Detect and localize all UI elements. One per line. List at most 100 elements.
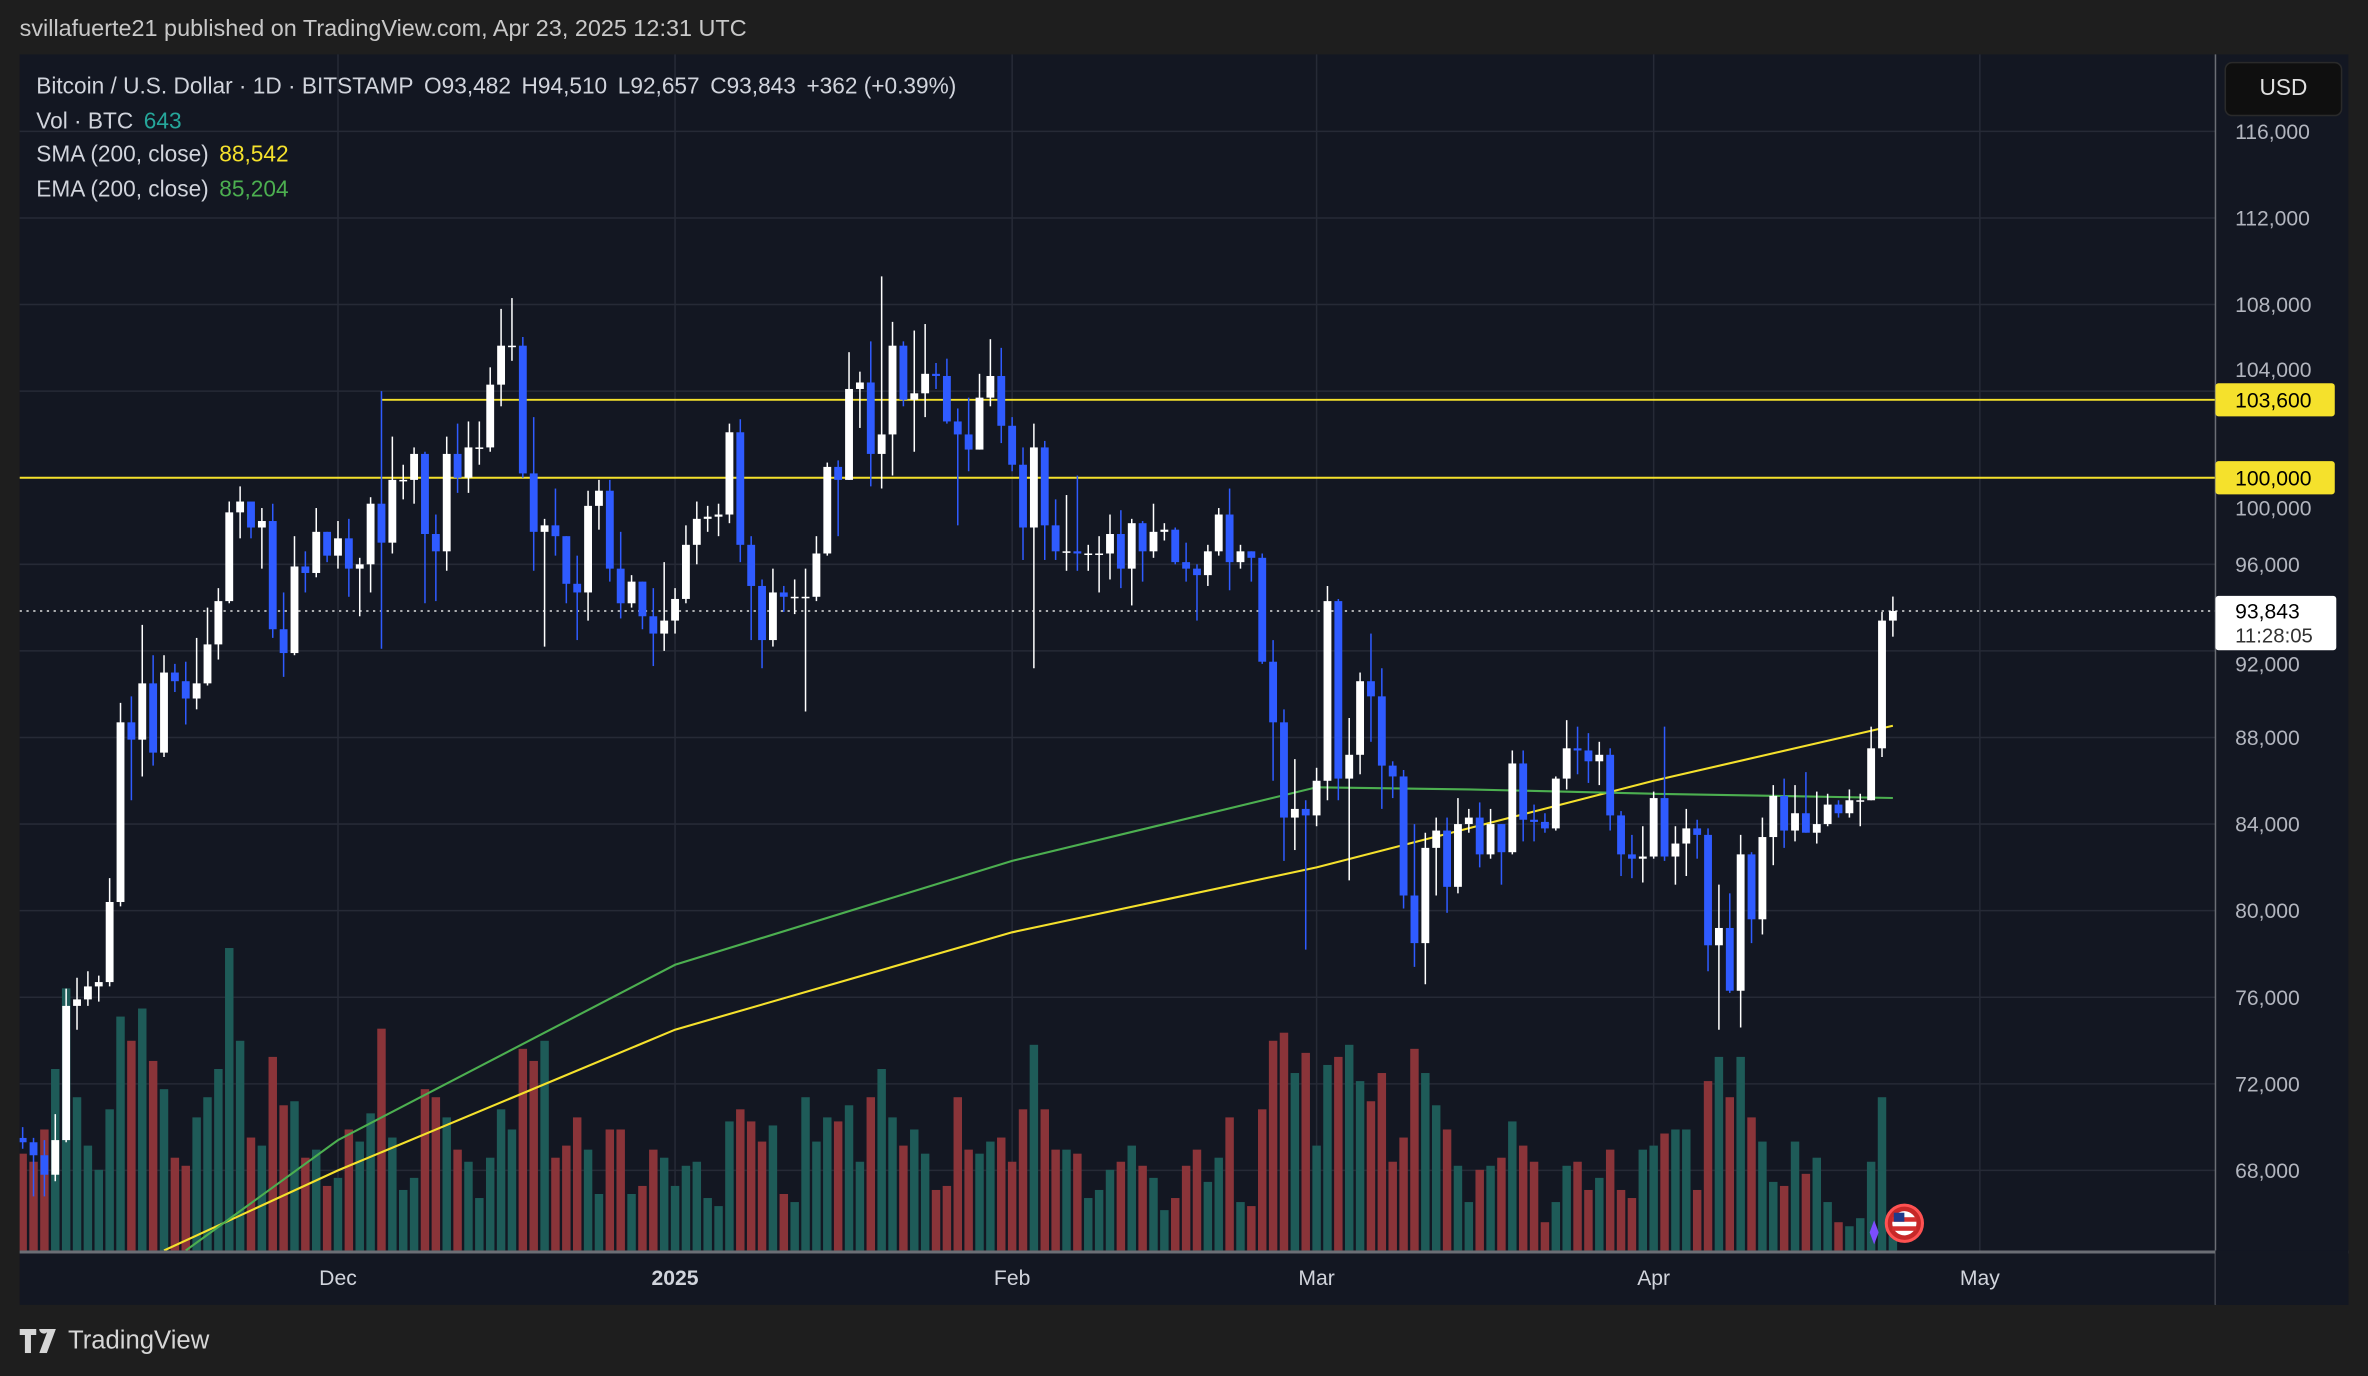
volume-bar (94, 1169, 103, 1251)
candle-body (1606, 754, 1615, 816)
candle-body (801, 596, 810, 599)
volume-label[interactable]: Vol · BTC (36, 107, 134, 134)
candle-body (421, 453, 429, 535)
volume-bar (1040, 1109, 1049, 1251)
volume-bar (409, 1177, 419, 1251)
candle-body (149, 683, 158, 753)
candle-body (1160, 529, 1169, 532)
candle-body (584, 505, 592, 593)
candle-body (1443, 830, 1452, 887)
candle-body (1301, 808, 1310, 816)
volume-bar (105, 1109, 114, 1251)
volume-bar (464, 1161, 473, 1251)
candle-body (73, 999, 81, 1006)
volume-bar (235, 1040, 245, 1251)
level-price-badge (2215, 383, 2335, 417)
volume-bar (1388, 1161, 1397, 1251)
candle-body (932, 373, 940, 376)
published-caption: svillafuerte21 published on TradingView.… (19, 16, 747, 43)
candle-body (1508, 763, 1517, 853)
candle-body (1758, 837, 1767, 920)
price-axis[interactable]: 68,000 72,000 76,000 80,000 84,000 88,000 92,0… (2215, 121, 2337, 1183)
volume-bar (1627, 1198, 1637, 1251)
volume-bar (670, 1185, 680, 1251)
currency-button[interactable]: USD (2224, 61, 2343, 117)
volume-bar (1323, 1064, 1332, 1251)
ohlc-change: +362 (+0.39%) (806, 73, 957, 100)
candle-body (986, 375, 995, 398)
ohlc-low: L92,657 (617, 73, 700, 100)
candle-body (62, 1005, 71, 1141)
candle-body (1562, 748, 1571, 779)
candle-body (1367, 681, 1375, 697)
candle-body (138, 683, 147, 740)
volume-bar (1866, 1161, 1876, 1251)
volume-bar (1486, 1165, 1495, 1251)
volume-bar (1214, 1157, 1223, 1251)
time-axis[interactable]: Dec 2025 Feb Mar Apr May (319, 1267, 2000, 1290)
axis-corner (2215, 1250, 2349, 1305)
tradingview-logo[interactable]: TradingView (19, 1326, 210, 1356)
candle-body (1845, 800, 1854, 814)
level-price-badge (2215, 461, 2335, 495)
volume-bar (72, 1097, 82, 1251)
volume-bar (1225, 1117, 1234, 1251)
volume-bar (1062, 1149, 1071, 1251)
ohlc-close: C93,843 (710, 73, 796, 100)
volume-bar (127, 1040, 136, 1251)
volume-bar (1508, 1121, 1517, 1251)
volume-bar (192, 1117, 201, 1251)
volume-bar (181, 1165, 190, 1251)
candle-body (203, 644, 212, 684)
price-tick-label: 112,000 (2235, 208, 2310, 231)
volume-bar (1236, 1202, 1245, 1251)
symbol-title[interactable]: Bitcoin / U.S. Dollar · 1D · BITSTAMP (36, 73, 414, 100)
volume-bar (1551, 1202, 1561, 1251)
volume-bar (616, 1129, 625, 1251)
ohlc-open: O93,482 (424, 73, 511, 100)
volume-bar (1475, 1169, 1484, 1251)
candle-body (29, 1142, 38, 1156)
candle-body (1388, 765, 1397, 777)
candle-body (1127, 523, 1136, 569)
event-flag-icon[interactable] (1869, 1203, 1924, 1245)
candle-body (975, 397, 984, 450)
level-price-label: 103,600 (2235, 389, 2311, 412)
volume-bar (344, 1129, 354, 1251)
volume-bar (355, 1141, 364, 1251)
candle-body (497, 345, 506, 385)
candle-body (486, 384, 495, 448)
volume-bar (1410, 1048, 1419, 1251)
volume-bar (1562, 1165, 1571, 1251)
time-tick-label: Mar (1298, 1267, 1334, 1290)
horizontal-levels[interactable] (19, 398, 2216, 612)
volume-bar (877, 1068, 886, 1251)
ema-value: 85,204 (219, 175, 289, 202)
volume-bar (1758, 1141, 1767, 1251)
candle-body (1725, 927, 1734, 991)
candle-body (1671, 843, 1680, 857)
sma-label[interactable]: SMA (200, close) (36, 141, 209, 168)
volume-bar (1149, 1177, 1158, 1251)
volume-bar (768, 1125, 778, 1251)
price-tick-label: 76,000 (2235, 987, 2300, 1010)
volume-bar (83, 1145, 93, 1251)
candle-body (1714, 927, 1723, 946)
candle-body (1856, 800, 1865, 802)
candle-body (1356, 681, 1365, 755)
candle-body (1051, 525, 1060, 552)
candle-body (649, 616, 658, 634)
candle-body (377, 503, 386, 543)
volume-bar (1094, 1189, 1104, 1251)
volume-bar (1725, 1097, 1735, 1251)
volume-bar (388, 1137, 397, 1251)
volume-bar (594, 1193, 604, 1251)
ema-label[interactable]: EMA (200, close) (36, 175, 209, 202)
volume-bar (496, 1109, 506, 1251)
volume-bar (225, 948, 234, 1251)
candle-body (921, 373, 930, 394)
volume-bar (203, 1097, 212, 1251)
candle-body (1334, 601, 1343, 779)
